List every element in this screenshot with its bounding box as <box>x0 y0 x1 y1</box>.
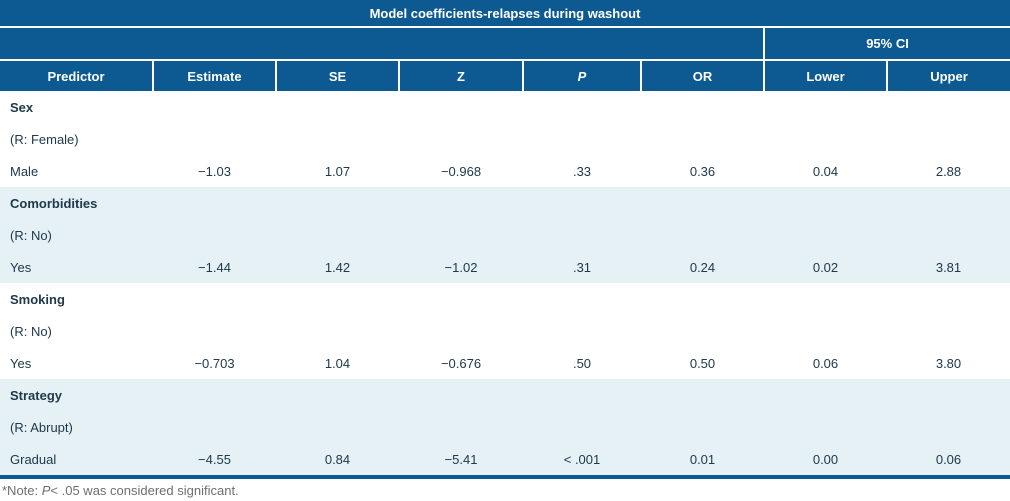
predictor-cell: Gradual <box>0 443 153 477</box>
ci-lower-cell: 0.04 <box>764 155 887 187</box>
se-cell: 1.07 <box>276 155 399 187</box>
table-row-group-smoking: Smoking <box>0 283 1010 315</box>
estimate-cell: −4.55 <box>153 443 276 477</box>
or-cell: 0.24 <box>641 251 764 283</box>
predictor-cell: Strategy <box>0 379 153 411</box>
table-row-smoking-yes: Yes −0.703 1.04 −0.676 .50 0.50 0.06 3.8… <box>0 347 1010 379</box>
table-row-comorbidities-yes: Yes −1.44 1.42 −1.02 .31 0.24 0.02 3.81 <box>0 251 1010 283</box>
col-header-estimate: Estimate <box>152 59 276 91</box>
col-header-se: SE <box>275 59 399 91</box>
predictor-cell: Male <box>0 155 153 187</box>
ci-lower-cell: 0.06 <box>764 347 887 379</box>
ci-blank-cell <box>0 26 764 60</box>
predictor-cell: (R: No) <box>0 219 153 251</box>
table-title: Model coefficients-relapses during washo… <box>0 0 1010 27</box>
z-cell: −5.41 <box>399 443 523 477</box>
ci-upper-cell: 3.81 <box>887 251 1010 283</box>
predictor-cell: Comorbidities <box>0 187 153 219</box>
model-coefficients-table: Model coefficients-relapses during washo… <box>0 0 1010 479</box>
or-cell: 0.50 <box>641 347 764 379</box>
col-header-z: Z <box>398 59 523 91</box>
col-header-lower: Lower <box>763 59 887 91</box>
or-cell: 0.36 <box>641 155 764 187</box>
table-row-group-sex: Sex <box>0 91 1010 123</box>
se-cell: 1.04 <box>276 347 399 379</box>
z-cell: −1.02 <box>399 251 523 283</box>
predictor-cell: Yes <box>0 251 153 283</box>
p-cell: .33 <box>523 155 641 187</box>
ci-header: 95% CI <box>762 26 1010 60</box>
col-header-or: OR <box>640 59 764 91</box>
predictor-cell: (R: Female) <box>0 123 153 155</box>
ci-upper-cell: 3.80 <box>887 347 1010 379</box>
predictor-cell: Smoking <box>0 283 153 315</box>
table-row-ref-strategy: (R: Abrupt) <box>0 411 1010 443</box>
table-row-group-comorbidities: Comorbidities <box>0 187 1010 219</box>
predictor-cell: (R: No) <box>0 315 153 347</box>
table-row-ref-sex: (R: Female) <box>0 123 1010 155</box>
col-header-predictor: Predictor <box>0 59 153 91</box>
table-row-group-strategy: Strategy <box>0 379 1010 411</box>
col-header-p: P <box>522 59 641 91</box>
footnote-p-symbol: P <box>41 483 51 498</box>
p-cell: .31 <box>523 251 641 283</box>
footnote-prefix: *Note: <box>2 483 42 498</box>
table-row-male: Male −1.03 1.07 −0.968 .33 0.36 0.04 2.8… <box>0 155 1010 187</box>
se-cell: 0.84 <box>276 443 399 477</box>
p-cell: < .001 <box>523 443 641 477</box>
se-cell: 1.42 <box>276 251 399 283</box>
estimate-cell: −0.703 <box>153 347 276 379</box>
predictor-cell: (R: Abrupt) <box>0 411 153 443</box>
column-header-row: Predictor Estimate SE Z P OR Lower Upper <box>0 59 1010 91</box>
ci-upper-cell: 0.06 <box>887 443 1010 477</box>
estimate-cell: −1.44 <box>153 251 276 283</box>
footnote-text: < .05 was considered significant. <box>50 483 239 498</box>
table-row-ref-comorbidities: (R: No) <box>0 219 1010 251</box>
estimate-cell: −1.03 <box>153 155 276 187</box>
col-header-upper: Upper <box>885 59 1010 91</box>
ci-span-row: 95% CI <box>0 26 1010 60</box>
footnote: *Note: P< .05 was considered significant… <box>0 479 1010 498</box>
z-cell: −0.676 <box>399 347 523 379</box>
z-cell: −0.968 <box>399 155 523 187</box>
table-row-gradual: Gradual −4.55 0.84 −5.41 < .001 0.01 0.0… <box>0 443 1010 477</box>
or-cell: 0.01 <box>641 443 764 477</box>
ci-lower-cell: 0.00 <box>764 443 887 477</box>
ci-upper-cell: 2.88 <box>887 155 1010 187</box>
predictor-cell: Sex <box>0 91 153 123</box>
predictor-cell: Yes <box>0 347 153 379</box>
p-cell: .50 <box>523 347 641 379</box>
ci-lower-cell: 0.02 <box>764 251 887 283</box>
table-row-ref-smoking: (R: No) <box>0 315 1010 347</box>
table-title-row: Model coefficients-relapses during washo… <box>0 0 1010 27</box>
